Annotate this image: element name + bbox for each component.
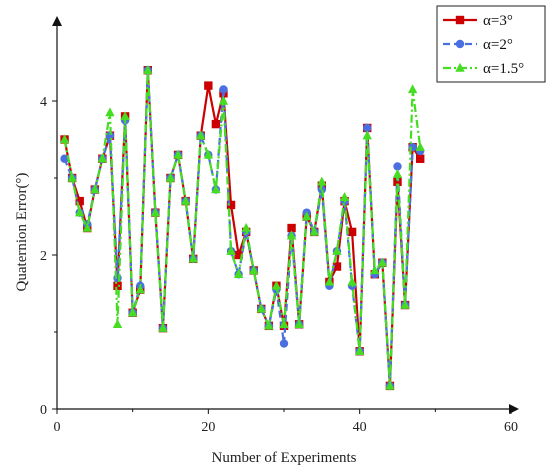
- data-point: [158, 322, 168, 332]
- legend-label: α=3°: [483, 13, 513, 29]
- data-point: [105, 107, 115, 117]
- data-point: [150, 207, 161, 217]
- legend: α=3° α=2° α=1.5°: [436, 5, 546, 83]
- data-point: [385, 380, 395, 390]
- series-3: [59, 65, 425, 390]
- data-point: [279, 339, 289, 348]
- data-point: [204, 81, 213, 90]
- data-point: [173, 149, 183, 159]
- data-point: [233, 269, 244, 278]
- data-point: [415, 142, 425, 151]
- data-point: [226, 245, 236, 255]
- data-point: [324, 276, 335, 286]
- legend-marker: [455, 62, 465, 72]
- data-point: [302, 211, 312, 221]
- data-point: [354, 346, 365, 355]
- data-point: [135, 284, 145, 294]
- data-point: [218, 95, 229, 105]
- data-point: [392, 168, 403, 178]
- data-point: [211, 184, 221, 194]
- data-point: [180, 195, 191, 205]
- data-point: [60, 154, 69, 163]
- y-axis-label: Quaternion Error(°): [14, 173, 30, 292]
- data-point: [211, 119, 221, 129]
- data-point: [332, 245, 342, 255]
- data-point: [317, 176, 327, 186]
- x-tick-label: 0: [54, 420, 61, 435]
- data-point: [75, 207, 85, 217]
- legend-marker: [455, 39, 465, 49]
- data-point: [400, 299, 410, 309]
- data-point: [256, 303, 266, 313]
- data-point: [416, 154, 425, 163]
- data-point: [287, 223, 296, 233]
- data-point: [127, 307, 138, 317]
- data-point: [97, 153, 108, 163]
- data-point: [165, 172, 176, 182]
- legend-label: α=2°: [483, 37, 513, 53]
- data-point: [294, 319, 304, 328]
- y-axis-arrow: [52, 16, 62, 26]
- series-layer: [59, 65, 425, 391]
- data-point: [82, 222, 92, 232]
- data-point: [347, 227, 357, 237]
- data-point: [113, 273, 122, 283]
- data-point: [241, 222, 251, 232]
- y-tick-label: 0: [40, 403, 47, 418]
- data-point: [332, 262, 342, 271]
- legend-marker: [455, 15, 465, 25]
- data-point: [226, 200, 236, 210]
- data-point: [203, 149, 214, 159]
- data-point: [377, 257, 388, 267]
- data-point: [234, 250, 243, 260]
- data-point: [105, 131, 115, 140]
- data-point: [339, 192, 350, 201]
- series-line: [63, 69, 422, 387]
- y-tick-label: 4: [40, 95, 47, 110]
- data-point: [271, 280, 282, 290]
- legend-entry: α=1.5°: [443, 61, 524, 77]
- data-point: [112, 319, 123, 328]
- data-point: [362, 130, 372, 140]
- data-point: [188, 253, 198, 263]
- data-point: [219, 85, 228, 94]
- legend-label: α=1.5°: [483, 61, 524, 77]
- data-point: [393, 162, 402, 171]
- x-axis-label: Number of Experiments: [212, 450, 357, 466]
- data-point: [407, 84, 418, 94]
- data-point: [309, 226, 319, 236]
- data-point: [75, 196, 84, 206]
- data-point: [143, 65, 153, 74]
- data-point: [264, 320, 274, 330]
- ticks: 0 20 40 60 0 2 4: [40, 95, 518, 435]
- data-point: [113, 281, 122, 290]
- data-point: [370, 265, 380, 275]
- data-point: [279, 319, 289, 328]
- legend-entry: α=2°: [443, 37, 513, 53]
- x-tick-label: 20: [201, 420, 215, 435]
- data-point: [196, 130, 206, 140]
- data-point: [90, 184, 100, 194]
- x-tick-label: 60: [504, 420, 518, 435]
- data-point: [363, 123, 372, 133]
- data-point: [393, 177, 402, 187]
- y-tick-label: 2: [40, 249, 47, 264]
- data-point: [120, 111, 130, 121]
- data-point: [347, 276, 357, 286]
- legend-entry: α=3°: [443, 13, 513, 29]
- data-point: [286, 230, 297, 240]
- data-point: [67, 172, 77, 182]
- x-tick-label: 40: [353, 420, 367, 435]
- data-point: [249, 265, 259, 275]
- data-point: [59, 134, 70, 144]
